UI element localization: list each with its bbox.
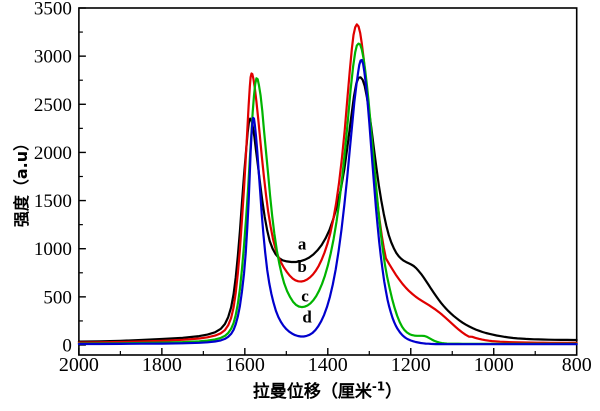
x-tick-label: 2000 (59, 354, 99, 376)
x-axis-title-close: ） (385, 382, 403, 402)
x-axis-title-text: 拉曼位移（厘米 (252, 382, 372, 402)
x-axis-title-superscript: -1 (371, 379, 386, 394)
series-line-b (77, 23, 578, 344)
x-tick-label: 1400 (308, 354, 348, 376)
series-line-d (77, 58, 578, 346)
y-tick-label: 1500 (34, 191, 72, 212)
curve-label-c: c (301, 287, 309, 306)
y-tick-label: 3500 (34, 0, 72, 20)
y-tick-label: 2000 (34, 143, 72, 164)
x-tick-label: 1600 (225, 354, 265, 376)
y-tick-label: 1000 (34, 239, 72, 260)
x-tick-label: 1800 (142, 354, 182, 376)
y-tick-label: 0 (62, 336, 72, 357)
curve-label-a: a (298, 235, 307, 254)
x-tick-label: 800 (562, 354, 592, 376)
series-line-c (77, 42, 578, 345)
y-axis-title: 强度（a.u） (12, 134, 31, 228)
curve-label-b: b (297, 257, 306, 276)
y-tick-label: 3000 (34, 47, 72, 68)
curve-label-d: d (302, 307, 312, 326)
y-tick-label: 2500 (34, 95, 72, 116)
x-tick-label: 1200 (391, 354, 431, 376)
x-axis-title: 拉曼位移（厘米-1） (78, 377, 577, 402)
x-tick-label: 1000 (474, 354, 514, 376)
y-tick-label: 500 (43, 287, 72, 308)
